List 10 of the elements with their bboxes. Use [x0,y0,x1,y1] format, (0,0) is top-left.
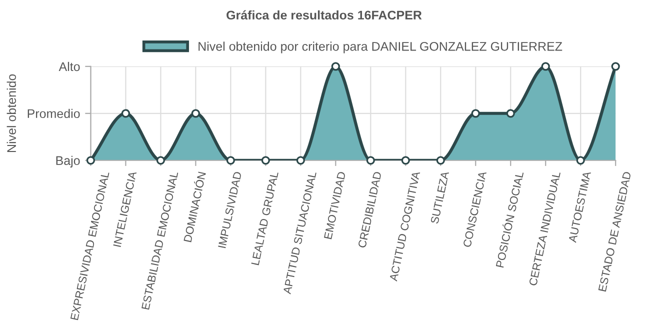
chart-title: Gráfica de resultados 16FACPER [226,10,422,20]
x-tick-label: ESTADO DE ANSIEDAD [598,171,632,292]
category-label: Alto [58,62,80,72]
x-tick-label: SUTILEZA [430,170,450,224]
legend-label: Nivel obtenido por criterio para DANIEL GONZALEZ GUTIERREZ [198,42,562,54]
x-tick-label: POSICIÓN SOCIAL [494,170,524,268]
y-axis-title: Nivel obtenido [6,74,16,152]
x-tick-label: LEALTAD GRUPAL [251,171,278,266]
category-label: Bajo [56,156,80,168]
category-label: Promedio [28,108,80,118]
